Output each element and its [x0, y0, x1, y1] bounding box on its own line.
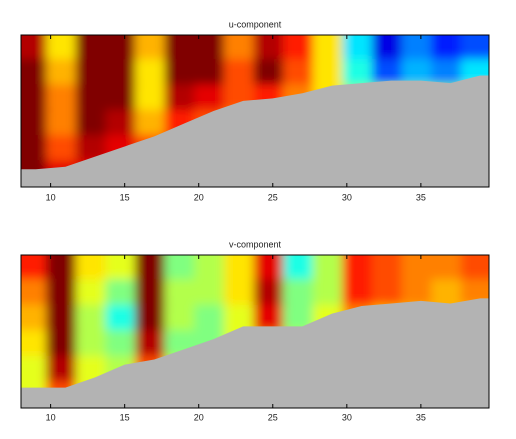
seafloor: [21, 75, 489, 187]
seafloor: [21, 298, 489, 408]
plot-frame: [20, 254, 490, 409]
cell: [460, 35, 489, 62]
x-tick-label: 15: [120, 192, 130, 202]
plot-frame: [20, 34, 490, 188]
heatmap: [21, 35, 489, 187]
x-tick-label: 25: [268, 412, 278, 422]
x-tick-label: 30: [342, 412, 352, 422]
panel-title: u-component: [229, 19, 282, 29]
x-tick-label: 10: [46, 192, 56, 202]
panel-title: v-component: [229, 239, 282, 249]
x-tick-label: 35: [416, 192, 426, 202]
x-tick-label: 35: [416, 412, 426, 422]
heatmap: [21, 255, 489, 408]
cell: [460, 255, 489, 282]
x-tick-label: 10: [46, 412, 56, 422]
x-tick-label: 30: [342, 192, 352, 202]
x-tick-label: 20: [194, 412, 204, 422]
x-tick-label: 20: [194, 192, 204, 202]
x-tick-label: 15: [120, 412, 130, 422]
x-tick-label: 25: [268, 192, 278, 202]
